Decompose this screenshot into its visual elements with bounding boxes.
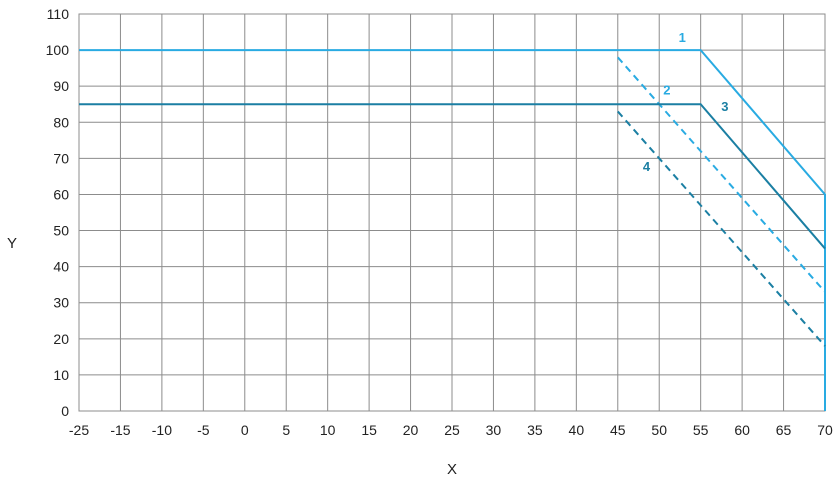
y-tick-label: 90 — [53, 78, 69, 94]
x-tick-label: 50 — [651, 422, 667, 438]
y-tick-label: 30 — [53, 295, 69, 311]
x-tick-label: 30 — [486, 422, 502, 438]
y-tick-label: 40 — [53, 259, 69, 275]
x-tick-labels: -25 -15 -10 -5 0 5 10 15 20 25 30 35 40 45 50 55 60 65 70 — [69, 422, 833, 438]
x-tick-label: 10 — [320, 422, 336, 438]
y-tick-label: 60 — [53, 186, 69, 202]
x-tick-label: 60 — [734, 422, 750, 438]
x-tick-label: 20 — [403, 422, 419, 438]
x-tick-label: 5 — [282, 422, 290, 438]
series-labels: 1 2 3 4 — [643, 30, 729, 174]
x-axis-label: X — [447, 461, 457, 478]
x-tick-label: 45 — [610, 422, 626, 438]
series-label-1: 1 — [679, 30, 686, 45]
series-line-2 — [617, 56, 826, 293]
y-tick-label: 20 — [53, 331, 69, 347]
y-tick-labels: 0 10 20 30 40 50 60 70 80 90 100 110 — [46, 6, 70, 419]
y-axis-label: Y — [7, 235, 17, 252]
y-tick-label: 100 — [46, 42, 70, 58]
x-tick-label: -15 — [110, 422, 130, 438]
x-tick-label: 65 — [776, 422, 792, 438]
x-tick-label: 25 — [444, 422, 460, 438]
x-tick-label: 70 — [817, 422, 833, 438]
y-tick-label: 0 — [61, 403, 69, 419]
x-tick-label: -10 — [152, 422, 172, 438]
x-tick-label: 35 — [527, 422, 543, 438]
x-tick-label: 55 — [693, 422, 709, 438]
y-tick-label: 70 — [53, 150, 69, 166]
x-tick-label: 0 — [241, 422, 249, 438]
series-label-3: 3 — [721, 99, 728, 114]
x-tick-label: -5 — [197, 422, 210, 438]
x-tick-label: 40 — [569, 422, 585, 438]
y-tick-label: 110 — [47, 6, 70, 22]
series-line-3 — [79, 103, 826, 250]
series-line-4 — [617, 110, 826, 347]
grid — [78, 13, 826, 412]
series-label-4: 4 — [643, 159, 651, 174]
x-tick-label: -25 — [69, 422, 89, 438]
y-tick-label: 10 — [53, 367, 69, 383]
y-tick-label: 80 — [53, 114, 69, 130]
series-layer — [79, 49, 826, 411]
y-tick-label: 50 — [53, 223, 69, 239]
series-line-1 — [79, 49, 826, 411]
series-label-2: 2 — [663, 83, 670, 98]
x-tick-label: 15 — [361, 422, 377, 438]
